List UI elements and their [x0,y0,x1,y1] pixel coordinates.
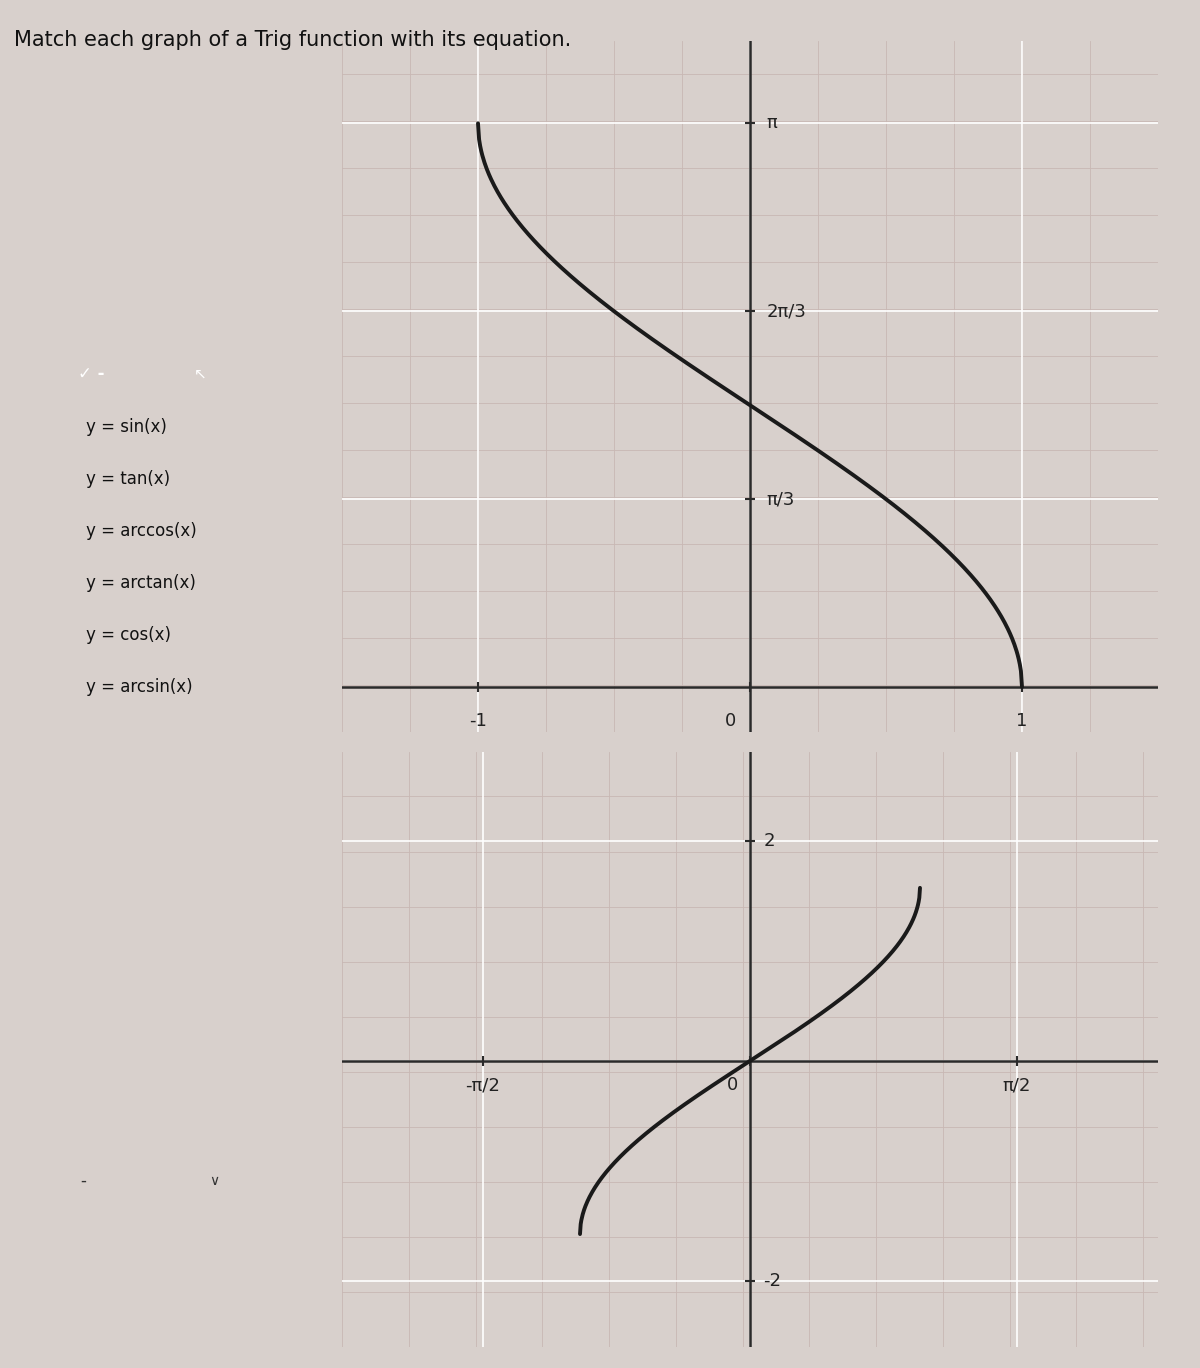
Text: Match each graph of a Trig function with its equation.: Match each graph of a Trig function with… [14,30,571,51]
Text: y = arccos(x): y = arccos(x) [85,521,197,540]
Text: ✓ -: ✓ - [78,365,104,383]
Text: 0: 0 [727,1077,739,1094]
Text: -π/2: -π/2 [466,1077,500,1094]
Text: y = arctan(x): y = arctan(x) [85,573,196,592]
Text: -: - [80,1171,85,1190]
Text: π/2: π/2 [1003,1077,1031,1094]
Text: 2: 2 [763,832,775,850]
Text: π: π [767,115,778,133]
Text: -1: -1 [469,713,487,731]
Text: -2: -2 [763,1272,781,1290]
Text: 2π/3: 2π/3 [767,302,806,320]
Text: ↖: ↖ [194,367,206,382]
Text: ∨: ∨ [209,1174,218,1187]
Text: 1: 1 [1016,713,1027,731]
Text: y = sin(x): y = sin(x) [85,417,167,436]
Text: y = tan(x): y = tan(x) [85,469,170,488]
Text: π/3: π/3 [767,490,794,508]
Text: y = arcsin(x): y = arcsin(x) [85,677,192,696]
Text: y = cos(x): y = cos(x) [85,625,170,644]
Text: 0: 0 [725,713,737,731]
